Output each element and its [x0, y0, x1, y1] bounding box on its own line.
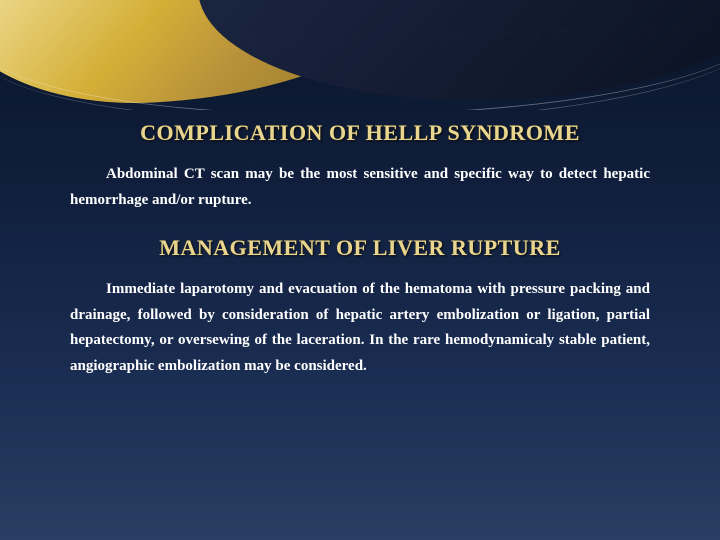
body-1: Abdominal CT scan may be the most sensit…	[70, 162, 650, 213]
body-2: Immediate laparotomy and evacuation of t…	[70, 277, 650, 379]
slide-top-decoration	[0, 0, 720, 110]
slide-content: COMPLICATION OF HELLP SYNDROME Abdominal…	[70, 120, 650, 401]
heading-2: MANAGEMENT OF LIVER RUPTURE	[70, 235, 650, 261]
heading-1: COMPLICATION OF HELLP SYNDROME	[70, 120, 650, 146]
